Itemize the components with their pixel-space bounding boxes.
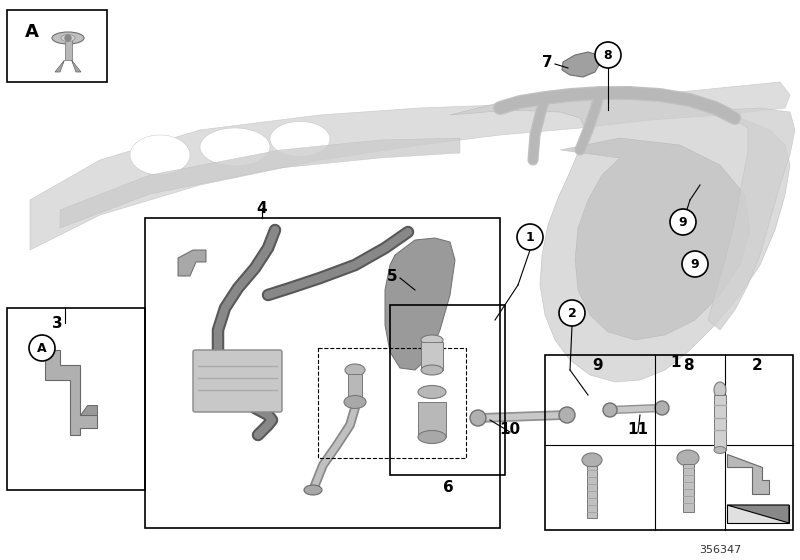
Text: 3: 3 bbox=[52, 315, 62, 330]
Polygon shape bbox=[562, 52, 600, 77]
Bar bbox=[714, 395, 726, 450]
Ellipse shape bbox=[714, 382, 726, 398]
Text: 4: 4 bbox=[257, 200, 267, 216]
Polygon shape bbox=[708, 108, 795, 330]
Ellipse shape bbox=[304, 485, 322, 495]
Ellipse shape bbox=[582, 453, 602, 467]
Polygon shape bbox=[385, 238, 455, 370]
Bar bbox=[545, 355, 793, 530]
Bar bbox=[7, 308, 145, 490]
Polygon shape bbox=[60, 138, 460, 228]
Bar bbox=[318, 348, 466, 458]
Bar bbox=[587, 466, 597, 518]
Circle shape bbox=[559, 407, 575, 423]
Ellipse shape bbox=[421, 335, 443, 345]
Circle shape bbox=[470, 410, 486, 426]
Ellipse shape bbox=[421, 365, 443, 375]
Bar bbox=[418, 402, 446, 437]
Circle shape bbox=[65, 35, 71, 41]
Text: 10: 10 bbox=[499, 422, 521, 437]
Circle shape bbox=[603, 403, 617, 417]
Polygon shape bbox=[178, 250, 206, 276]
Circle shape bbox=[655, 401, 669, 415]
Text: 2: 2 bbox=[752, 357, 762, 372]
FancyBboxPatch shape bbox=[193, 350, 282, 412]
Text: 8: 8 bbox=[604, 49, 612, 62]
Ellipse shape bbox=[714, 446, 726, 454]
Text: 1: 1 bbox=[670, 354, 681, 370]
Polygon shape bbox=[450, 95, 790, 382]
Polygon shape bbox=[71, 60, 81, 72]
Ellipse shape bbox=[200, 128, 270, 166]
Bar bbox=[65, 38, 71, 60]
Polygon shape bbox=[80, 405, 97, 415]
Text: A: A bbox=[25, 23, 39, 41]
Circle shape bbox=[517, 224, 543, 250]
Text: 356347: 356347 bbox=[699, 545, 741, 555]
Ellipse shape bbox=[270, 122, 330, 156]
Bar bbox=[421, 342, 443, 370]
Circle shape bbox=[670, 209, 696, 235]
Text: 7: 7 bbox=[542, 54, 552, 69]
Text: 9: 9 bbox=[593, 357, 603, 372]
Ellipse shape bbox=[344, 395, 366, 408]
Polygon shape bbox=[55, 60, 65, 72]
Bar bbox=[727, 505, 789, 523]
Text: 6: 6 bbox=[442, 480, 454, 496]
Polygon shape bbox=[727, 454, 769, 494]
Ellipse shape bbox=[677, 450, 699, 466]
Ellipse shape bbox=[130, 135, 190, 175]
Text: 9: 9 bbox=[690, 258, 699, 270]
Text: A: A bbox=[37, 342, 47, 354]
Polygon shape bbox=[560, 138, 750, 340]
Polygon shape bbox=[45, 350, 97, 435]
Polygon shape bbox=[727, 505, 789, 523]
Ellipse shape bbox=[418, 385, 446, 399]
Ellipse shape bbox=[52, 32, 84, 44]
Bar bbox=[7, 10, 107, 82]
Text: 1: 1 bbox=[526, 231, 534, 244]
Polygon shape bbox=[30, 82, 790, 250]
Bar bbox=[682, 464, 694, 512]
Text: 9: 9 bbox=[678, 216, 687, 228]
Ellipse shape bbox=[345, 364, 365, 376]
Bar bbox=[390, 305, 505, 475]
Ellipse shape bbox=[418, 431, 446, 444]
Text: 11: 11 bbox=[627, 422, 649, 437]
Circle shape bbox=[682, 251, 708, 277]
Text: 2: 2 bbox=[568, 306, 576, 320]
Circle shape bbox=[559, 300, 585, 326]
Bar bbox=[348, 374, 362, 402]
Text: 5: 5 bbox=[386, 268, 398, 283]
Circle shape bbox=[29, 335, 55, 361]
Circle shape bbox=[595, 42, 621, 68]
Bar bbox=[145, 218, 500, 528]
Ellipse shape bbox=[61, 35, 75, 41]
Text: 8: 8 bbox=[682, 357, 694, 372]
